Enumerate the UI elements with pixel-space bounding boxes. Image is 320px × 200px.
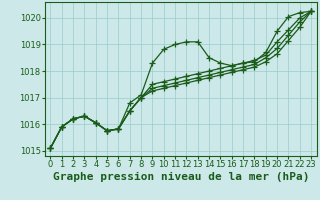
- X-axis label: Graphe pression niveau de la mer (hPa): Graphe pression niveau de la mer (hPa): [52, 172, 309, 182]
